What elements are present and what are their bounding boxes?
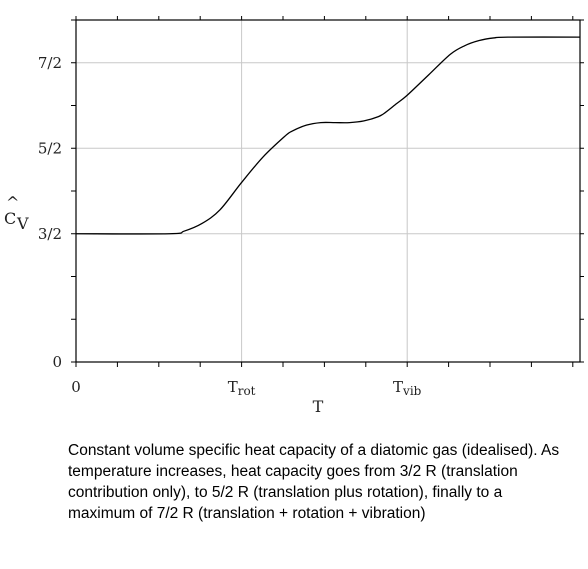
x-axis-title: T — [313, 397, 324, 416]
y-tick-labels: 0 3/2 5/2 7/2 — [38, 54, 62, 371]
x-tick-labels: 0 Trot Tvib — [71, 378, 421, 398]
y-tick-label-2: 5/2 — [38, 139, 62, 157]
grid — [76, 20, 580, 362]
y-axis-title-hat: ^ — [6, 193, 19, 212]
y-tick-label-0: 0 — [52, 353, 62, 371]
figure-caption: Constant volume specific heat capacity o… — [68, 442, 560, 522]
plot-frame — [75, 19, 581, 363]
y-axis-title-subscript: V — [16, 214, 29, 233]
x-tick-label-1: Trot — [228, 378, 256, 398]
x-tick-label-0: 0 — [71, 378, 81, 396]
heat-capacity-chart: 0 3/2 5/2 7/2 0 Trot Tvib T C ^ V — [4, 16, 584, 416]
x-tick-label-subscript: rot — [238, 384, 256, 398]
y-tick-label-1: 3/2 — [38, 225, 62, 243]
heat-capacity-curve — [75, 36, 581, 235]
x-tick-label-2: Tvib — [393, 378, 422, 398]
y-axis-title-letter: C — [4, 209, 16, 228]
y-tick-label-3: 7/2 — [38, 54, 62, 72]
y-axis-title: C ^ V — [4, 193, 29, 233]
x-tick-label-subscript: vib — [402, 384, 422, 398]
minor-ticks — [71, 16, 584, 367]
